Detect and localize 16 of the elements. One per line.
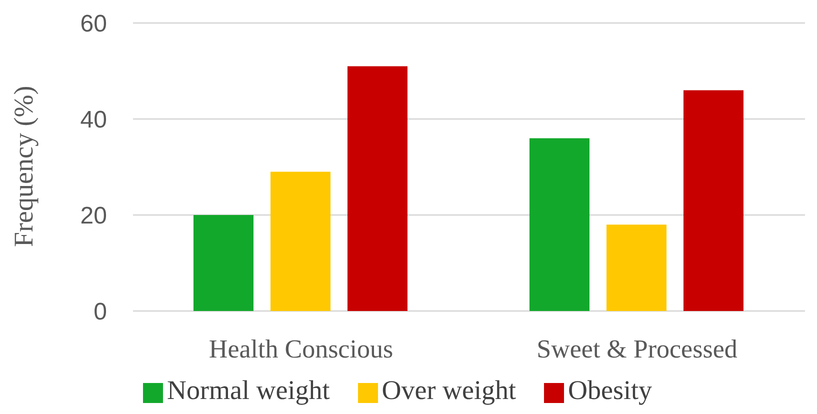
- bar: [529, 138, 590, 311]
- y-tick-label: 60: [80, 10, 107, 38]
- bar: [347, 66, 408, 311]
- y-tick-label: 20: [80, 202, 107, 230]
- legend-label: Obesity: [568, 375, 652, 405]
- y-axis-title: Frequency (%): [8, 86, 39, 247]
- bar: [270, 172, 330, 311]
- bar: [606, 224, 666, 311]
- legend-label: Normal weight: [167, 375, 330, 405]
- y-tick-label: 40: [80, 106, 107, 134]
- y-tick-label: 0: [94, 298, 107, 326]
- x-tick-label: Health Conscious: [208, 334, 394, 364]
- legend-label: Over weight: [382, 375, 516, 405]
- bar: [683, 90, 744, 311]
- x-tick-label: Sweet & Processed: [536, 334, 738, 364]
- bar: [193, 215, 254, 311]
